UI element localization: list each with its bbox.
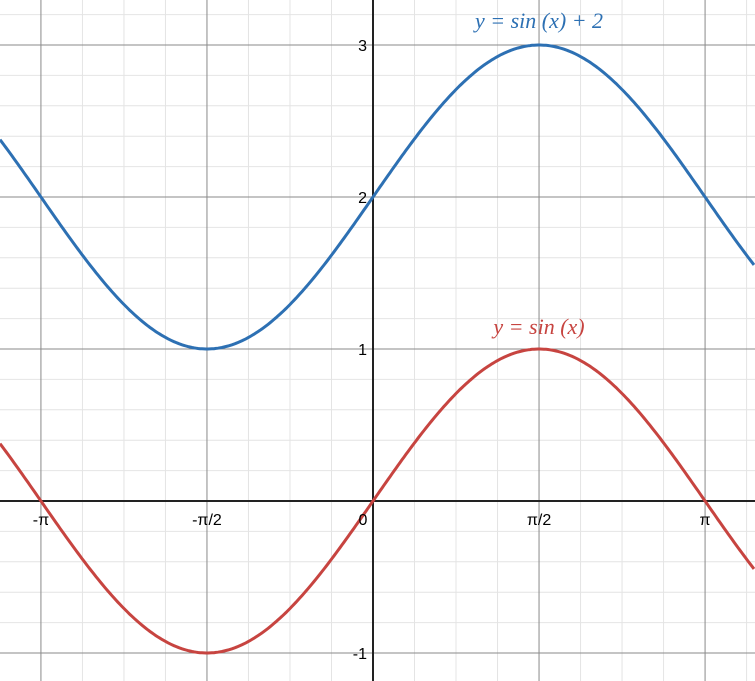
series-label-1: y = sin (x) xyxy=(491,314,584,339)
x-tick-label: π xyxy=(700,512,711,529)
y-tick-label: 2 xyxy=(358,190,367,207)
series-line-1 xyxy=(0,347,755,655)
x-tick-label: π/2 xyxy=(527,512,551,529)
series-label-0: y = sin (x) + 2 xyxy=(473,8,603,33)
tick-labels: -π -π/2 0 π/2 π -1 1 2 3 xyxy=(33,38,711,663)
x-tick-label: -π/2 xyxy=(192,512,222,529)
y-tick-label: -1 xyxy=(353,646,367,663)
curves xyxy=(0,43,755,655)
y-tick-label: 3 xyxy=(358,38,367,55)
series-labels: y = sin (x) + 2 y = sin (x) xyxy=(473,8,603,339)
series-line-0 xyxy=(0,43,755,351)
x-tick-label: 0 xyxy=(359,512,368,529)
y-tick-label: 1 xyxy=(358,342,367,359)
x-tick-label: -π xyxy=(33,512,49,529)
